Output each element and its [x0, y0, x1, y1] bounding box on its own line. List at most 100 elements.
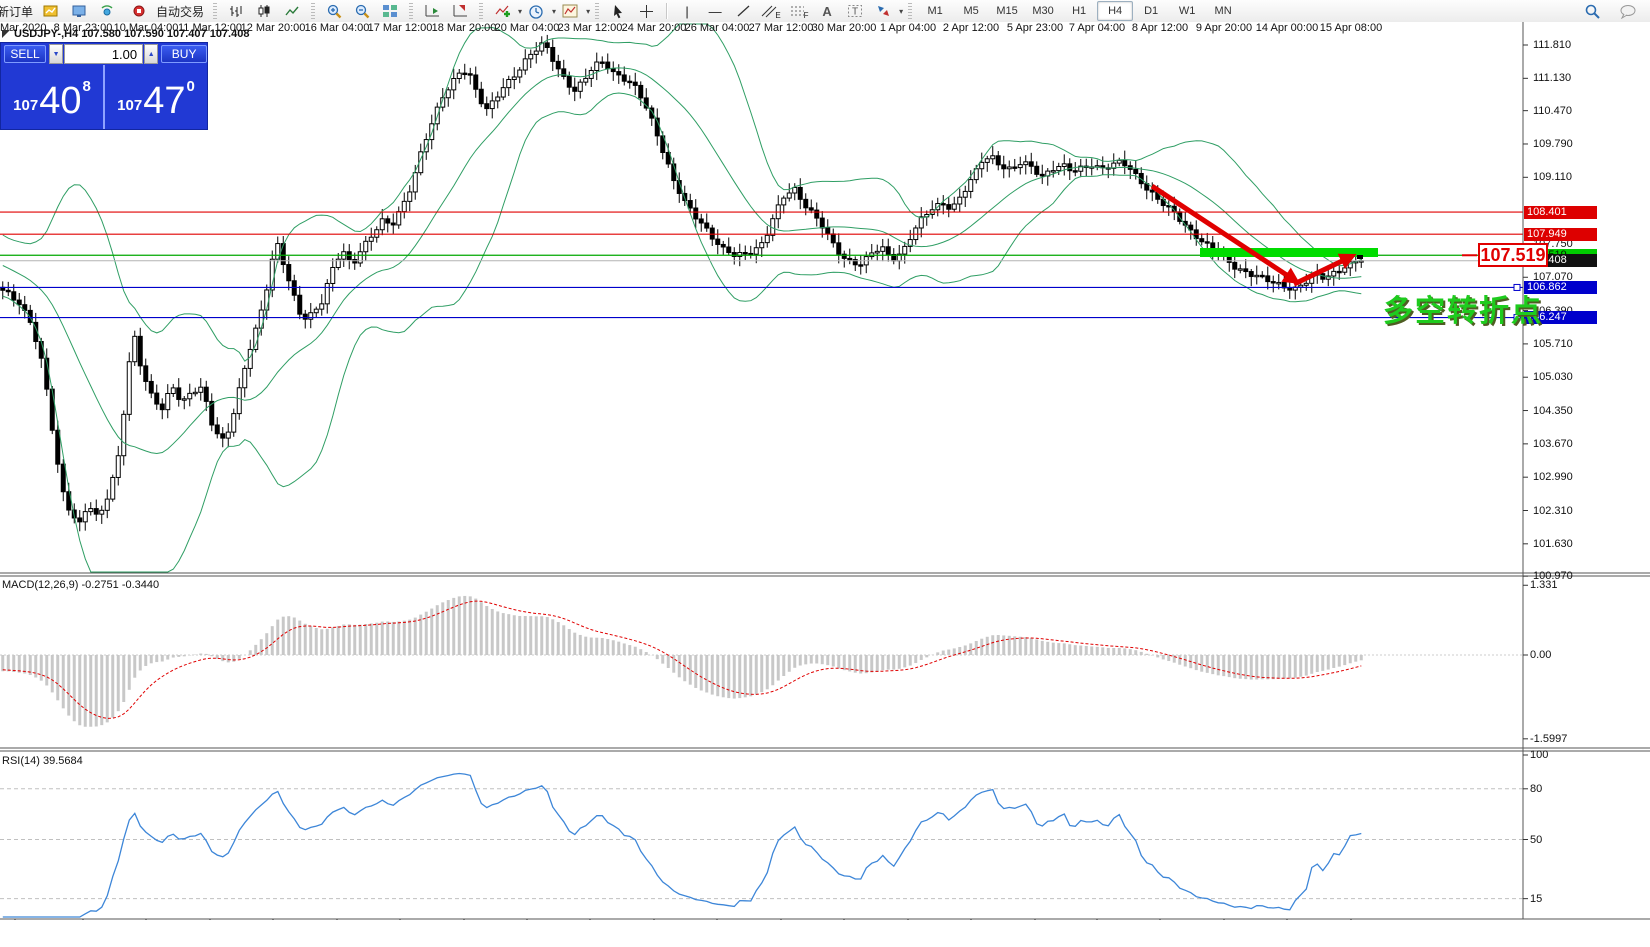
- auto-scroll-icon[interactable]: [418, 0, 446, 22]
- price-tick-label: 102.310: [1533, 504, 1573, 517]
- new-order-button[interactable]: 新订单: [0, 4, 34, 19]
- tf-w1[interactable]: W1: [1178, 5, 1196, 17]
- trendline-tool-icon[interactable]: [729, 0, 757, 22]
- buy-price-point: 0: [186, 78, 195, 95]
- zoom-out-icon[interactable]: [348, 0, 376, 22]
- support-zone-rectangle[interactable]: [1200, 248, 1378, 257]
- toolbar: 新订单 自动交易: [0, 0, 1650, 23]
- line-handle: [1513, 314, 1521, 322]
- trend-arrows[interactable]: [1150, 184, 1357, 287]
- templates-dropdown-arrow[interactable]: ▾: [586, 6, 591, 16]
- time-tick-label: 30 Mar 20:00: [811, 22, 877, 34]
- tf-m5[interactable]: M5: [963, 5, 979, 17]
- time-tick-label: 23 Mar 12:00: [557, 22, 623, 34]
- sell-button[interactable]: SELL: [4, 45, 46, 63]
- volume-input[interactable]: [64, 44, 144, 64]
- volume-increase-button[interactable]: ▲: [144, 44, 159, 64]
- arrows-dropdown-arrow[interactable]: ▾: [899, 6, 904, 16]
- profiles-icon[interactable]: [65, 0, 93, 22]
- text-tool-icon[interactable]: A: [822, 3, 832, 19]
- price-tick-label: 107.070: [1533, 271, 1573, 284]
- time-tick-label: 17 Mar 12:00: [367, 22, 433, 34]
- price-divider: [103, 65, 105, 129]
- zoom-in-icon[interactable]: [320, 0, 348, 22]
- chat-icon[interactable]: [1614, 0, 1642, 22]
- tf-mn[interactable]: MN: [1214, 5, 1232, 17]
- macd-tick-label: -1.5997: [1530, 732, 1568, 745]
- buy-button[interactable]: BUY: [161, 45, 208, 63]
- rsi-tick-label: 100: [1530, 749, 1549, 761]
- price-tick-label: 103.670: [1533, 437, 1573, 450]
- search-icon[interactable]: [1578, 0, 1606, 22]
- cursor-icon[interactable]: [604, 0, 632, 22]
- time-axis[interactable]: [0, 920, 1650, 947]
- buy-price[interactable]: 107 47 0: [105, 65, 207, 129]
- line-chart-mode-icon[interactable]: [278, 0, 306, 22]
- last-price-marker: [1357, 255, 1363, 259]
- panel-dividers[interactable]: [0, 22, 1650, 920]
- chart-shift-icon-button[interactable]: [446, 0, 474, 22]
- tf-d1[interactable]: D1: [1144, 5, 1159, 17]
- sell-price[interactable]: 107 40 8: [1, 65, 103, 129]
- time-tick-label: Mar 2020: [0, 22, 47, 34]
- time-tick-label: 20 Mar 04:00: [494, 22, 560, 34]
- candlestick-mode-icon[interactable]: [250, 0, 278, 22]
- chart-canvas[interactable]: [0, 22, 1650, 947]
- time-tick-label: 9 Apr 20:00: [1195, 22, 1253, 34]
- time-tick-label: 2 Apr 12:00: [942, 22, 1000, 34]
- tf-h1[interactable]: H1: [1072, 5, 1087, 17]
- periods-dropdown-arrow[interactable]: ▾: [552, 6, 557, 16]
- time-tick-label: 26 Mar 04:00: [684, 22, 750, 34]
- price-badge: 106.247: [1524, 311, 1597, 325]
- axis-ticks: [14, 44, 1528, 923]
- time-tick-label: 15 Apr 08:00: [1319, 22, 1383, 34]
- macd-tick-label: 1.331: [1530, 579, 1558, 592]
- vertical-line-tool-icon[interactable]: |: [685, 3, 689, 19]
- bollinger-bands: [2, 23, 1362, 573]
- macd-tick-label: 0.00: [1530, 649, 1552, 661]
- price-badge: 107.949: [1524, 227, 1597, 241]
- candlestick-series: [0, 34, 1364, 532]
- rsi-line: [2, 772, 1362, 918]
- sell-price-pips: 40: [39, 79, 82, 122]
- tile-windows-icon[interactable]: [376, 0, 404, 22]
- indicators-icon[interactable]: [488, 0, 516, 22]
- price-callout[interactable]: 107.519: [1478, 243, 1548, 267]
- bar-chart-mode-icon[interactable]: [222, 0, 250, 22]
- tf-m1[interactable]: M1: [927, 5, 943, 17]
- autotrading-button[interactable]: 自动交易: [121, 0, 208, 22]
- time-tick-label: 10 Mar 04:00: [113, 22, 179, 34]
- rsi-tick-label: 50: [1530, 833, 1543, 846]
- time-tick-label: 11 Mar 12:00: [177, 22, 243, 34]
- channel-tool-icon[interactable]: E: [757, 0, 785, 22]
- arrows-tool-icon[interactable]: [869, 0, 897, 22]
- time-tick-label: 14 Apr 00:00: [1255, 22, 1319, 34]
- price-tick-label: 109.790: [1533, 137, 1573, 150]
- price-tick-label: 101.630: [1533, 537, 1573, 550]
- price-tick-label: 104.350: [1533, 404, 1573, 417]
- templates-icon[interactable]: [556, 0, 584, 22]
- time-tick-label: 1 Apr 04:00: [879, 22, 937, 34]
- market-watch-icon[interactable]: [93, 0, 121, 22]
- turning-point-annotation[interactable]: 多空转折点: [1383, 295, 1543, 328]
- crosshair-icon[interactable]: [632, 0, 660, 22]
- macd-histogram: [1, 595, 1363, 727]
- text-label-tool-icon[interactable]: T: [841, 0, 869, 22]
- fibonacci-tool-icon[interactable]: F: [790, 6, 809, 20]
- horizontal-line-tool-icon[interactable]: —: [708, 3, 722, 19]
- tf-m15[interactable]: M15: [996, 5, 1018, 17]
- tf-h4[interactable]: H4: [1097, 1, 1134, 21]
- periods-icon[interactable]: [522, 0, 550, 22]
- new-chart-icon[interactable]: [37, 0, 65, 22]
- volume-decrease-button[interactable]: ▼: [49, 44, 64, 64]
- time-tick-label: 18 Mar 20:00: [431, 22, 497, 34]
- time-tick-label: 16 Mar 04:00: [304, 22, 370, 34]
- tf-m30[interactable]: M30: [1032, 5, 1054, 17]
- time-tick-label: 27 Mar 12:00: [748, 22, 814, 34]
- indicators-dropdown-arrow[interactable]: ▾: [518, 6, 523, 16]
- chart-area: USDJPY-,H4 107.580 107.590 107.407 107.4…: [0, 22, 1650, 947]
- buy-price-figure: 107: [117, 97, 143, 114]
- autotrading-icon: [125, 0, 153, 22]
- macd-label: MACD(12,26,9) -0.2751 -0.3440: [2, 579, 160, 591]
